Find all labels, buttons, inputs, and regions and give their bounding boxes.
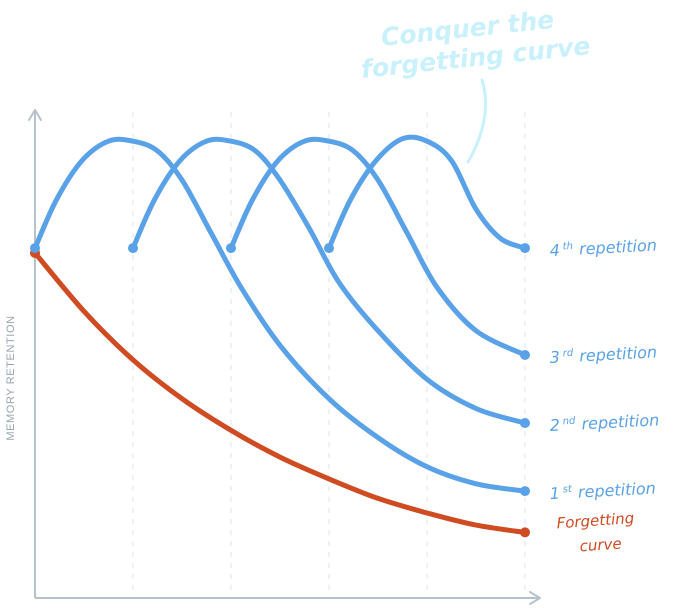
start-point-1st-repetition xyxy=(30,243,40,254)
series-line-forgetting-curve xyxy=(32,250,528,535)
series-line-2nd-repetition xyxy=(130,136,528,426)
start-point-2nd-repetition xyxy=(128,243,138,254)
end-point-3rd-repetition xyxy=(520,350,530,360)
series-label-number: 4 xyxy=(549,241,560,261)
axes xyxy=(28,109,541,605)
series-label-word: repetition xyxy=(581,410,660,433)
series-label-number: 3 xyxy=(549,347,560,367)
series-label-suffix: rd xyxy=(562,348,574,360)
start-point-4th-repetition xyxy=(324,243,334,254)
y-axis-arrow-icon xyxy=(28,109,42,121)
end-point-2nd-repetition xyxy=(520,418,530,429)
series-label-suffix: th xyxy=(562,241,573,253)
y-axis-label: MEMORY RETENTION xyxy=(5,315,17,440)
series-line-4th-repetition xyxy=(326,134,528,251)
series-lines xyxy=(30,134,530,538)
series-label-word: repetition xyxy=(579,235,658,258)
x-axis-arrow-icon xyxy=(529,591,541,605)
series-label-word: repetition xyxy=(579,342,658,365)
end-point-4th-repetition xyxy=(520,243,530,254)
series-label-suffix: st xyxy=(562,484,573,496)
series-label-suffix: nd xyxy=(562,416,576,428)
series-label-forgetting-curve-sub: curve xyxy=(579,534,622,555)
series-label-number: 2 xyxy=(549,416,560,436)
annotation: Conquer the forgetting curve xyxy=(360,5,592,84)
series-line-3rd-repetition xyxy=(228,136,528,358)
series-label-number: 1 xyxy=(549,484,560,504)
annotation-pointer xyxy=(466,78,488,164)
end-point-1st-repetition xyxy=(520,486,530,497)
end-point-forgetting-curve xyxy=(520,527,530,538)
series-label-forgetting-curve-main: Forgetting xyxy=(556,509,635,532)
series-label-word: repetition xyxy=(578,479,657,502)
start-point-3rd-repetition xyxy=(226,243,236,254)
series-line-1st-repetition xyxy=(32,136,528,494)
